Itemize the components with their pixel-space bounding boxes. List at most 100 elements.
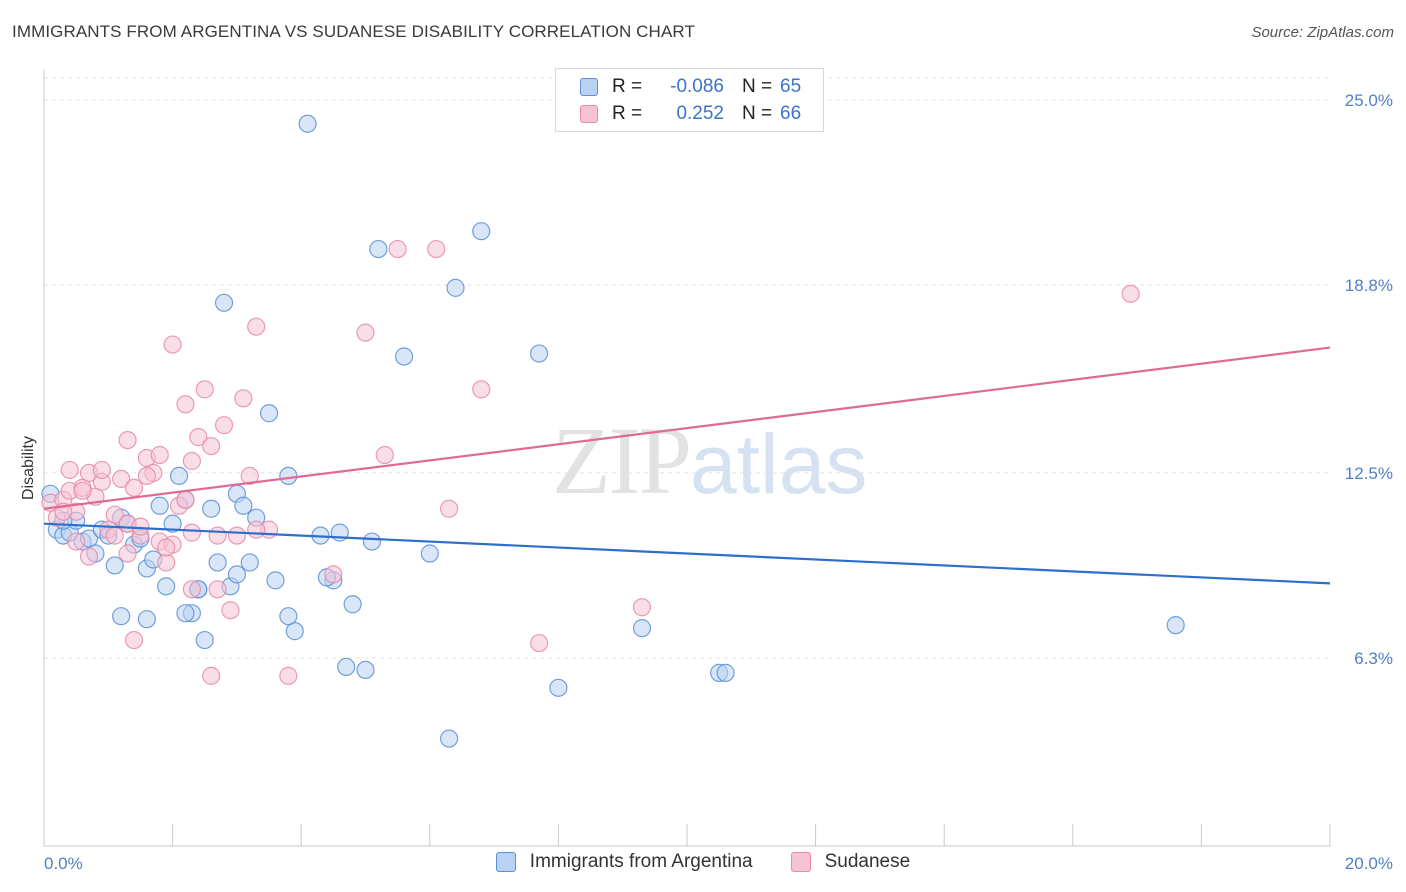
sudanese-point [105,526,124,545]
sudanese-point [189,428,208,447]
sudanese-point [195,380,214,399]
sudanese-point [1121,284,1140,303]
sudanese-point [632,598,652,617]
argentina-point [530,344,549,363]
sudanese-point [131,517,150,536]
legend-label-sudanese: Sudanese [824,851,911,872]
argentina-point [150,496,169,515]
legend-row-argentina: R = -0.086 N = 65 [580,75,801,99]
argentina-point [259,404,279,423]
argentina-point [1166,616,1185,635]
argentina-point [202,499,221,518]
y-tick-label: 18.8% [1345,276,1393,295]
argentina-point [240,553,259,572]
sudanese-point [182,580,201,599]
sudanese-point [214,416,234,435]
r-value: -0.086 [670,76,724,97]
sudanese-point [79,547,99,566]
sudanese-point [157,538,176,557]
legend-item-sudanese: Sudanese [790,851,911,873]
sudanese-point [163,335,182,354]
argentina-point [337,657,356,677]
sudanese-point [356,323,375,342]
watermark: ZIPatlas [552,405,867,516]
argentina-point [279,607,298,626]
argentina-point [356,660,375,680]
trend-lines [43,346,1331,585]
argentina-point [112,607,131,626]
argentina-point [195,630,214,650]
sudanese-point [375,445,394,465]
n-value: 65 [780,76,802,97]
sudanese-point [67,532,86,551]
tick-labels: 6.3% 12.5% 18.8% 25.0% 0.0% 20.0% Disability [20,91,1393,873]
y-tick-label: 25.0% [1345,91,1393,110]
argentina-point [369,239,388,259]
y-tick-label: 12.5% [1345,464,1393,483]
sudanese-point [227,526,246,545]
sudanese-point [176,490,195,509]
sudanese-point [92,460,111,480]
argentina-point [439,729,459,748]
sudanese-point [472,380,491,399]
y-axis-label: Disability [20,436,37,500]
r-label: R = [612,103,643,124]
sudanese-swatch [790,852,811,872]
n-label: N = [742,103,773,124]
sudanese-point [124,630,144,650]
sudanese-point [439,499,459,518]
argentina-point [362,532,382,551]
legend-label-argentina: Immigrants from Argentina [529,851,753,872]
argentina-point [266,571,285,590]
argentina-point [208,553,227,572]
argentina-trend-line [43,522,1331,585]
sudanese-trend-line [43,346,1331,510]
sudanese-point [324,565,343,584]
sudanese-point [388,239,407,259]
chart-title: IMMIGRANTS FROM ARGENTINA VS SUDANESE DI… [12,22,695,41]
argentina-point [227,565,246,584]
sudanese-point [247,520,266,539]
argentina-point [157,577,176,596]
sudanese-point [240,466,259,486]
axes [43,70,1331,847]
watermark-zip: ZIP [552,407,692,514]
sudanese-point [150,445,169,465]
argentina-point [716,663,735,682]
argentina-point [549,678,568,697]
sudanese-point [118,544,137,563]
legend-item-argentina: Immigrants from Argentina [495,851,753,873]
sudanese-point [530,633,549,653]
sudanese-point [202,666,221,685]
x-tick-label: 20.0% [1345,854,1393,873]
r-label: R = [612,76,643,97]
argentina-point [632,619,652,638]
argentina-point [105,556,124,575]
watermark-atlas: atlas [690,417,868,511]
n-label: N = [742,76,773,97]
argentina-point [234,496,253,515]
x-tick-label: 0.0% [44,854,83,873]
argentina-swatch [495,852,516,872]
argentina-point [176,604,195,623]
argentina-point [343,595,362,614]
sudanese-point [202,436,221,456]
argentina-point [420,544,439,563]
sudanese-point [137,466,156,486]
sudanese-point [221,601,240,620]
sudanese-point [105,505,124,524]
argentina-point [163,514,182,533]
sudanese-point [182,523,201,542]
sudanese-point [182,451,201,471]
argentina-swatch [580,78,598,96]
n-value: 66 [780,103,802,124]
argentina-point [298,114,317,133]
argentina-point [137,610,156,629]
y-tick-label: 6.3% [1354,649,1393,668]
sudanese-point [124,478,144,497]
argentina-point [214,293,234,312]
correlation-legend: R = -0.086 N = 65 R = 0.252 N = 66 [555,68,824,132]
sudanese-point [118,430,137,450]
source-label: Source: ZipAtlas.com [1251,24,1394,41]
